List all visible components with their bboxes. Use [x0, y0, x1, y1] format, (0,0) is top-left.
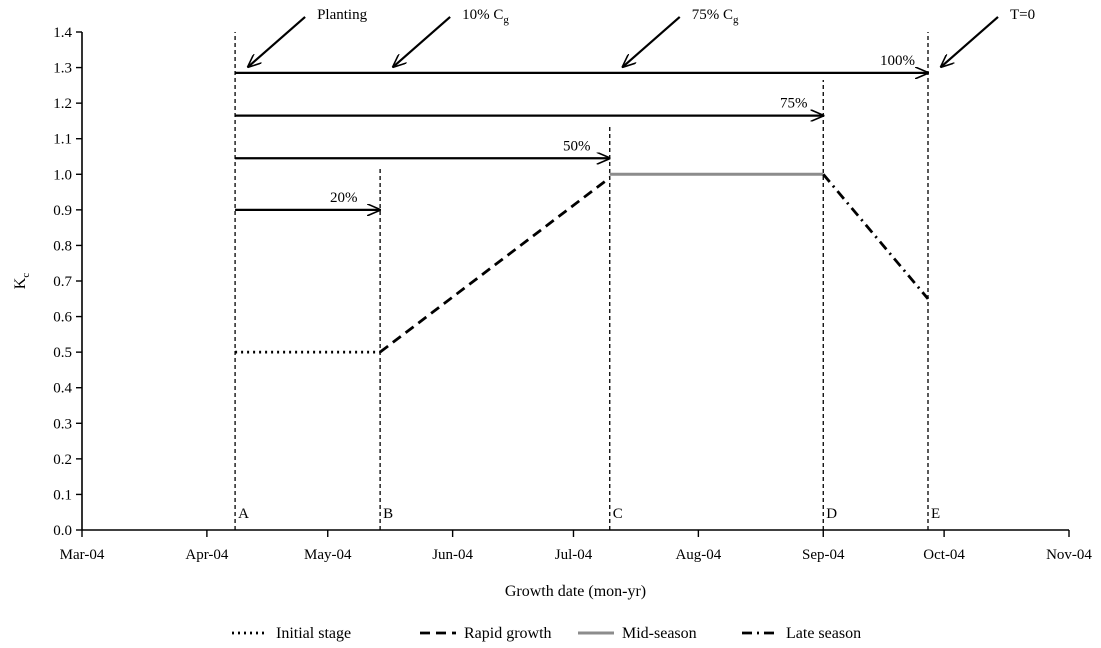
event-label-0: Planting [317, 7, 368, 23]
y-tick-label: 0.4 [53, 381, 72, 397]
event-label-2: 75% Cg [692, 7, 739, 26]
x-tick-label: Sep-04 [802, 547, 845, 563]
y-tick-label: 0.9 [53, 203, 72, 219]
stage-lines: A B C D E [234, 32, 940, 530]
legend-label-2: Mid-season [622, 625, 697, 642]
stage-label-e: E [931, 506, 940, 522]
series-line-3 [822, 173, 930, 300]
y-tick-label: 0.1 [53, 487, 72, 503]
duration-label-2: 75% [780, 96, 808, 112]
duration-label-0: 20% [330, 190, 358, 206]
stage-label-a: A [238, 506, 249, 522]
event-annotations: Planting 10% Cg 75% Cg T=0 [248, 7, 1035, 67]
y-tick-label: 1.3 [53, 61, 72, 77]
stage-label-b: B [383, 506, 393, 522]
y-tick-label: 0.5 [53, 345, 72, 361]
x-tick-label: Nov-04 [1046, 547, 1092, 563]
y-tick-label: 1.2 [53, 96, 72, 112]
x-tick-label: Jun-04 [432, 547, 473, 563]
duration-label-1: 50% [563, 138, 591, 154]
x-tick-label: Aug-04 [675, 547, 721, 563]
event-label-1: 10% Cg [462, 7, 509, 26]
y-tick-label: 0.3 [53, 416, 72, 432]
event-label-3: T=0 [1010, 7, 1035, 23]
series-lines [235, 172, 930, 354]
y-tick-label: 0.0 [53, 523, 72, 539]
x-tick-label: Apr-04 [185, 547, 229, 563]
y-tick-label: 1.1 [53, 132, 72, 148]
stage-label-c: C [613, 506, 623, 522]
y-tick-label: 0.6 [53, 310, 72, 326]
x-tick-label: Jul-04 [555, 547, 593, 563]
y-tick-label: 1.0 [53, 167, 72, 183]
x-tick-label: Mar-04 [60, 547, 105, 563]
x-tick-label: Oct-04 [923, 547, 965, 563]
y-axis-title: Kc [12, 273, 32, 290]
event-arrow-1 [393, 16, 451, 67]
event-arrow-0 [248, 16, 306, 67]
legend-label-0: Initial stage [276, 625, 351, 642]
event-arrow-2 [623, 16, 681, 67]
stage-label-d: D [826, 506, 837, 522]
axes: 0.0 0.1 0.2 0.3 0.4 0.5 0.6 0.7 0.8 0.9 1.0 1.1 1.2 1… [12, 25, 1092, 600]
legend-label-3: Late season [786, 625, 861, 642]
y-tick-label: 0.7 [53, 274, 72, 290]
event-arrow-3 [941, 16, 999, 67]
duration-label-3: 100% [880, 53, 915, 69]
y-tick-label: 0.8 [53, 238, 72, 254]
legend-label-1: Rapid growth [464, 625, 552, 642]
y-tick-label: 1.4 [53, 25, 72, 41]
duration-arrows: 20% 50% 75% 100% [235, 53, 928, 210]
x-tick-label: May-04 [304, 547, 352, 563]
y-tick-label: 0.2 [53, 452, 72, 468]
legend: Initial stage Rapid growth Mid-season Late … [232, 625, 861, 642]
series-line-1 [379, 176, 611, 354]
x-axis-title: Growth date (mon-yr) [505, 583, 646, 600]
